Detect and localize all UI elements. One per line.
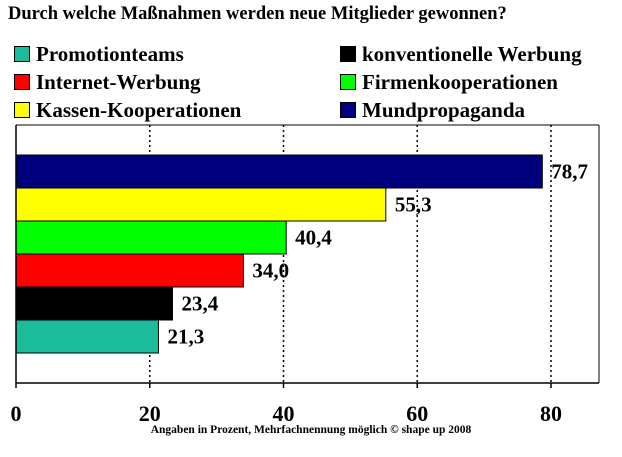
data-label-kassen-kooperationen: 55,3 <box>395 193 432 217</box>
x-tick-label-0: 0 <box>11 401 22 426</box>
legend-label-internet-werbung: Internet-Werbung <box>36 69 201 94</box>
legend-label-promotionteams: Promotionteams <box>36 41 184 66</box>
legend-swatch-mundpropaganda <box>340 102 356 118</box>
legend-swatch-konventionelle-werbung <box>340 46 356 62</box>
legend-label-konventionelle-werbung: konventionelle Werbung <box>362 41 582 66</box>
chart-footnote: Angaben in Prozent, Mehrfachnennung mögl… <box>150 424 472 436</box>
bar-kassen-kooperationen <box>15 187 387 222</box>
x-tick-label-40: 40 <box>273 401 295 426</box>
legend-swatch-firmenkooperationen <box>340 74 356 90</box>
data-label-konventionelle-werbung: 23,4 <box>181 292 218 316</box>
legend-item-firmenkooperationen: Firmenkooperationen <box>340 70 558 94</box>
legend-item-konventionelle-werbung: konventionelle Werbung <box>340 42 582 66</box>
chart-title: Durch welche Maßnahmen werden neue Mitgl… <box>8 4 507 24</box>
legend-item-internet-werbung: Internet-Werbung <box>14 70 201 94</box>
legend-swatch-internet-werbung <box>14 74 30 90</box>
data-label-mundpropaganda: 78,7 <box>551 160 588 184</box>
x-tick-label-80: 80 <box>540 401 562 426</box>
legend-item-mundpropaganda: Mundpropaganda <box>340 98 525 122</box>
data-label-internet-werbung: 34,0 <box>252 259 289 283</box>
legend-label-kassen-kooperationen: Kassen-Kooperationen <box>36 97 242 122</box>
legend-item-promotionteams: Promotionteams <box>14 42 184 66</box>
legend-item-kassen-kooperationen: Kassen-Kooperationen <box>14 98 241 122</box>
data-label-firmenkooperationen: 40,4 <box>295 226 332 250</box>
x-tick-label-60: 60 <box>406 401 428 426</box>
data-label-promotionteams: 21,3 <box>167 325 204 349</box>
x-tick-label-20: 20 <box>139 401 161 426</box>
legend-label-mundpropaganda: Mundpropaganda <box>362 97 526 122</box>
bar-firmenkooperationen <box>15 220 287 255</box>
bar-promotionteams <box>15 319 159 354</box>
legend-swatch-kassen-kooperationen <box>14 102 30 118</box>
legend-swatch-promotionteams <box>14 46 30 62</box>
bar-internet-werbung <box>15 253 244 288</box>
bar-mundpropaganda <box>15 154 543 189</box>
legend-label-firmenkooperationen: Firmenkooperationen <box>362 69 558 94</box>
bar-konventionelle-werbung <box>15 286 173 321</box>
